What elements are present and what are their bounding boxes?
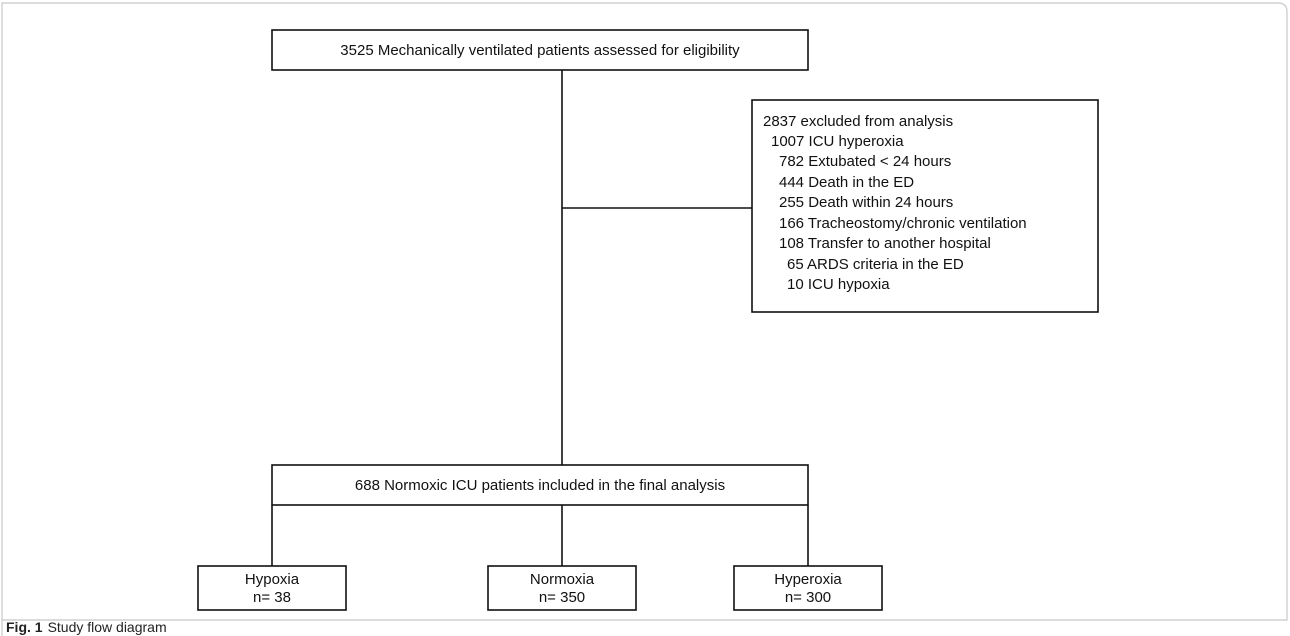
node-label: Normoxia [530, 571, 595, 588]
node-count: n= 38 [253, 589, 291, 606]
caption-text: Study flow diagram [48, 619, 167, 635]
node-box [271, 29, 809, 71]
caption-label: Fig. 1 [6, 619, 43, 635]
node-box [271, 464, 809, 506]
node-box [733, 565, 883, 611]
node-label: 3525 Mechanically ventilated patients as… [340, 42, 740, 59]
exclusion-item: 782 Extubated < 24 hours [779, 153, 951, 170]
node-box [197, 565, 347, 611]
node-count: n= 300 [785, 589, 831, 606]
node-label: Hypoxia [245, 571, 300, 588]
exclusion-item: 65 ARDS criteria in the ED [787, 256, 964, 273]
node-label: 688 Normoxic ICU patients included in th… [355, 477, 725, 494]
caption: Fig. 1 Study flow diagram [6, 619, 167, 635]
exclusion-title: 2837 excluded from analysis [763, 113, 953, 130]
exclusion-box [751, 99, 1099, 313]
node-box [487, 565, 637, 611]
node-count: n= 350 [539, 589, 585, 606]
exclusion-item: 1007 ICU hyperoxia [771, 133, 904, 150]
exclusion-item: 166 Tracheostomy/chronic ventilation [779, 215, 1027, 232]
exclusion-item: 108 Transfer to another hospital [779, 235, 991, 252]
exclusion-item: 10 ICU hypoxia [787, 276, 890, 293]
exclusion-item: 255 Death within 24 hours [779, 194, 953, 211]
node-label: Hyperoxia [774, 571, 842, 588]
exclusion-item: 444 Death in the ED [779, 174, 914, 191]
